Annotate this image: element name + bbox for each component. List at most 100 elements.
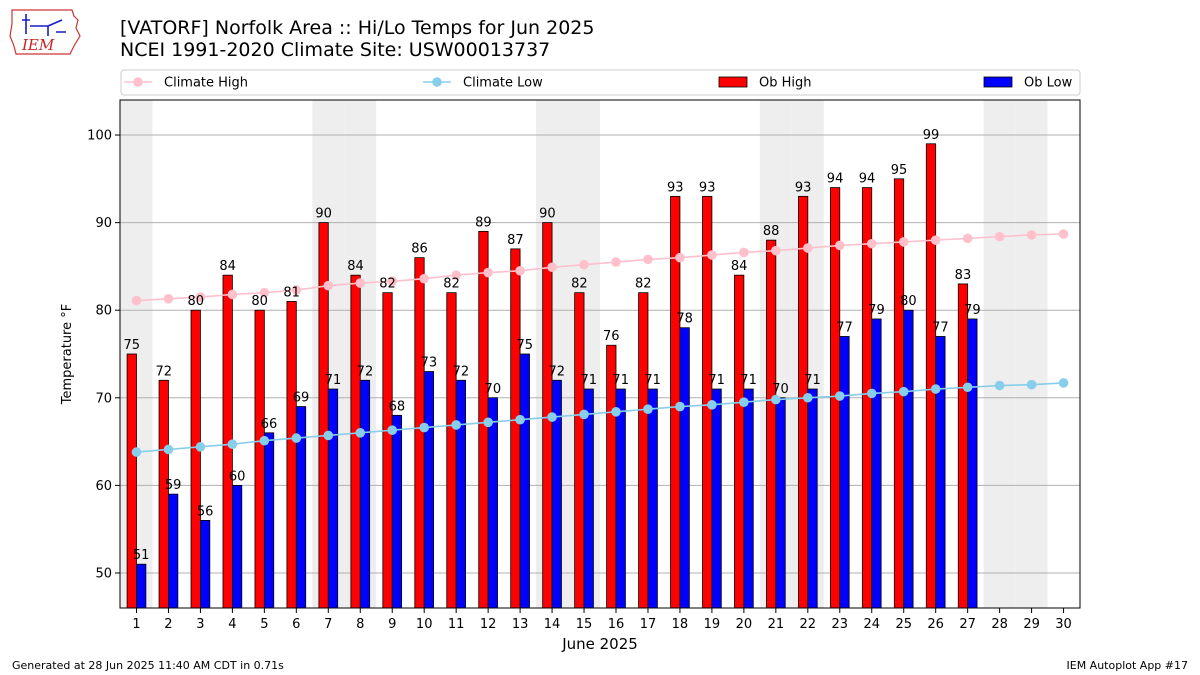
ob-high-bar — [734, 274, 745, 609]
climate-high-point — [131, 295, 142, 306]
climate-low-point — [163, 444, 174, 455]
climate-low-point — [930, 384, 941, 394]
ob-high-label: 90 — [539, 207, 556, 222]
weather-station-icon — [22, 14, 66, 36]
climate-high-point — [451, 270, 461, 280]
chart-title: [VATORF] Norfolk Area :: Hi/Lo Temps for… — [120, 17, 595, 39]
x-tick-label: 3 — [196, 617, 204, 632]
climate-high-point — [930, 235, 941, 245]
climate-low-point — [675, 401, 685, 412]
climate-low-point — [962, 382, 973, 393]
ob-low-label: 71 — [804, 373, 821, 388]
grid-lines — [120, 134, 1080, 574]
ob-high-label: 72 — [155, 364, 172, 379]
climate-high-point — [1058, 229, 1069, 239]
x-tick-label: 7 — [324, 617, 332, 632]
ob-low-label: 56 — [197, 504, 214, 519]
ob-high-label: 94 — [827, 172, 844, 187]
legend-marker — [432, 77, 442, 87]
climate-low-point — [323, 430, 334, 441]
ob-high-label: 82 — [443, 277, 460, 292]
ob-low-label: 78 — [676, 312, 693, 327]
climate-high-point — [866, 238, 877, 249]
plot-frame — [119, 99, 1081, 609]
iowa-outline-icon — [9, 9, 81, 55]
x-tick-label: 22 — [800, 617, 817, 632]
ob-low-label: 80 — [900, 294, 917, 309]
x-tick-label: 11 — [448, 617, 465, 632]
ob-low-bar — [423, 371, 434, 609]
ob-high-label: 95 — [891, 163, 908, 178]
climate-low-point — [355, 428, 366, 438]
climate-low-point — [515, 414, 525, 425]
climate-low-point — [547, 412, 557, 422]
app-credit: IEM Autoplot App #17 — [1066, 659, 1189, 672]
ob-high-label: 99 — [923, 128, 940, 143]
x-tick-label: 20 — [736, 617, 753, 632]
bars — [126, 143, 978, 609]
x-tick-label: 6 — [292, 617, 300, 632]
climate-low-point — [739, 397, 749, 407]
climate-low-point — [483, 417, 493, 428]
climate-high-point — [387, 276, 398, 287]
ob-low-bar — [231, 484, 243, 609]
ob-high-bar — [925, 143, 937, 609]
x-tick-label: 17 — [640, 617, 657, 632]
climate-low-point — [643, 404, 653, 414]
climate-high-point — [227, 289, 238, 300]
y-tick-label: 60 — [95, 479, 112, 494]
climate-high-point — [1026, 230, 1037, 240]
x-tick-label: 12 — [480, 617, 497, 632]
ob-low-label: 72 — [453, 364, 470, 379]
y-tick-label: 50 — [95, 566, 112, 581]
ob-low-label: 71 — [740, 373, 757, 388]
ob-low-label: 71 — [580, 373, 597, 388]
climate-low-point — [898, 386, 909, 397]
ob-high-label: 86 — [411, 242, 428, 257]
climate-low-point — [227, 439, 238, 450]
x-tick-label: 18 — [672, 617, 689, 632]
legend-bar-swatch — [718, 76, 748, 88]
climate-low-point — [291, 433, 302, 443]
climate-high-point — [771, 245, 781, 256]
ob-low-bar — [743, 388, 754, 609]
climate-low-point — [451, 420, 461, 430]
ob-low-bar — [935, 336, 946, 609]
ob-high-label: 93 — [795, 180, 812, 195]
legend-label: Ob Low — [1024, 76, 1073, 91]
climate-low-point — [834, 391, 845, 401]
ob-low-label: 71 — [644, 373, 661, 388]
ob-high-label: 83 — [955, 268, 972, 283]
climate-low-point — [387, 425, 398, 436]
legend-label: Climate Low — [463, 76, 543, 91]
ob-low-bar — [711, 388, 722, 609]
ob-low-label: 59 — [165, 478, 182, 493]
ob-high-bar — [446, 292, 457, 609]
climate-low-line — [136, 382, 1064, 453]
ob-low-bar — [391, 414, 403, 609]
ob-low-bar — [359, 379, 371, 609]
ob-low-label: 69 — [293, 391, 310, 406]
climate-low-point — [259, 435, 270, 446]
ob-high-label: 76 — [603, 329, 620, 344]
x-tick-label: 13 — [512, 617, 529, 632]
ob-low-label: 79 — [964, 303, 981, 318]
ob-high-label: 94 — [859, 172, 876, 187]
ob-high-bar — [350, 274, 361, 609]
legend: Climate High Climate Low Ob High Ob Low — [120, 69, 1081, 96]
ob-high-bar — [126, 353, 137, 609]
ob-low-label: 77 — [836, 320, 853, 335]
x-tick-label: 30 — [1055, 617, 1072, 632]
ob-high-label: 88 — [763, 224, 780, 239]
ob-low-bar — [487, 397, 498, 609]
ob-low-label: 73 — [421, 356, 438, 371]
ob-low-bar — [583, 388, 594, 609]
ob-high-label: 90 — [315, 207, 332, 222]
x-tick-label: 24 — [863, 617, 880, 632]
climate-low-point — [131, 447, 142, 457]
climate-high-point — [259, 287, 270, 298]
ob-high-bar — [510, 248, 521, 609]
ob-high-bar — [318, 222, 329, 609]
ob-low-label: 70 — [772, 382, 789, 397]
legend-label: Ob High — [759, 76, 812, 91]
